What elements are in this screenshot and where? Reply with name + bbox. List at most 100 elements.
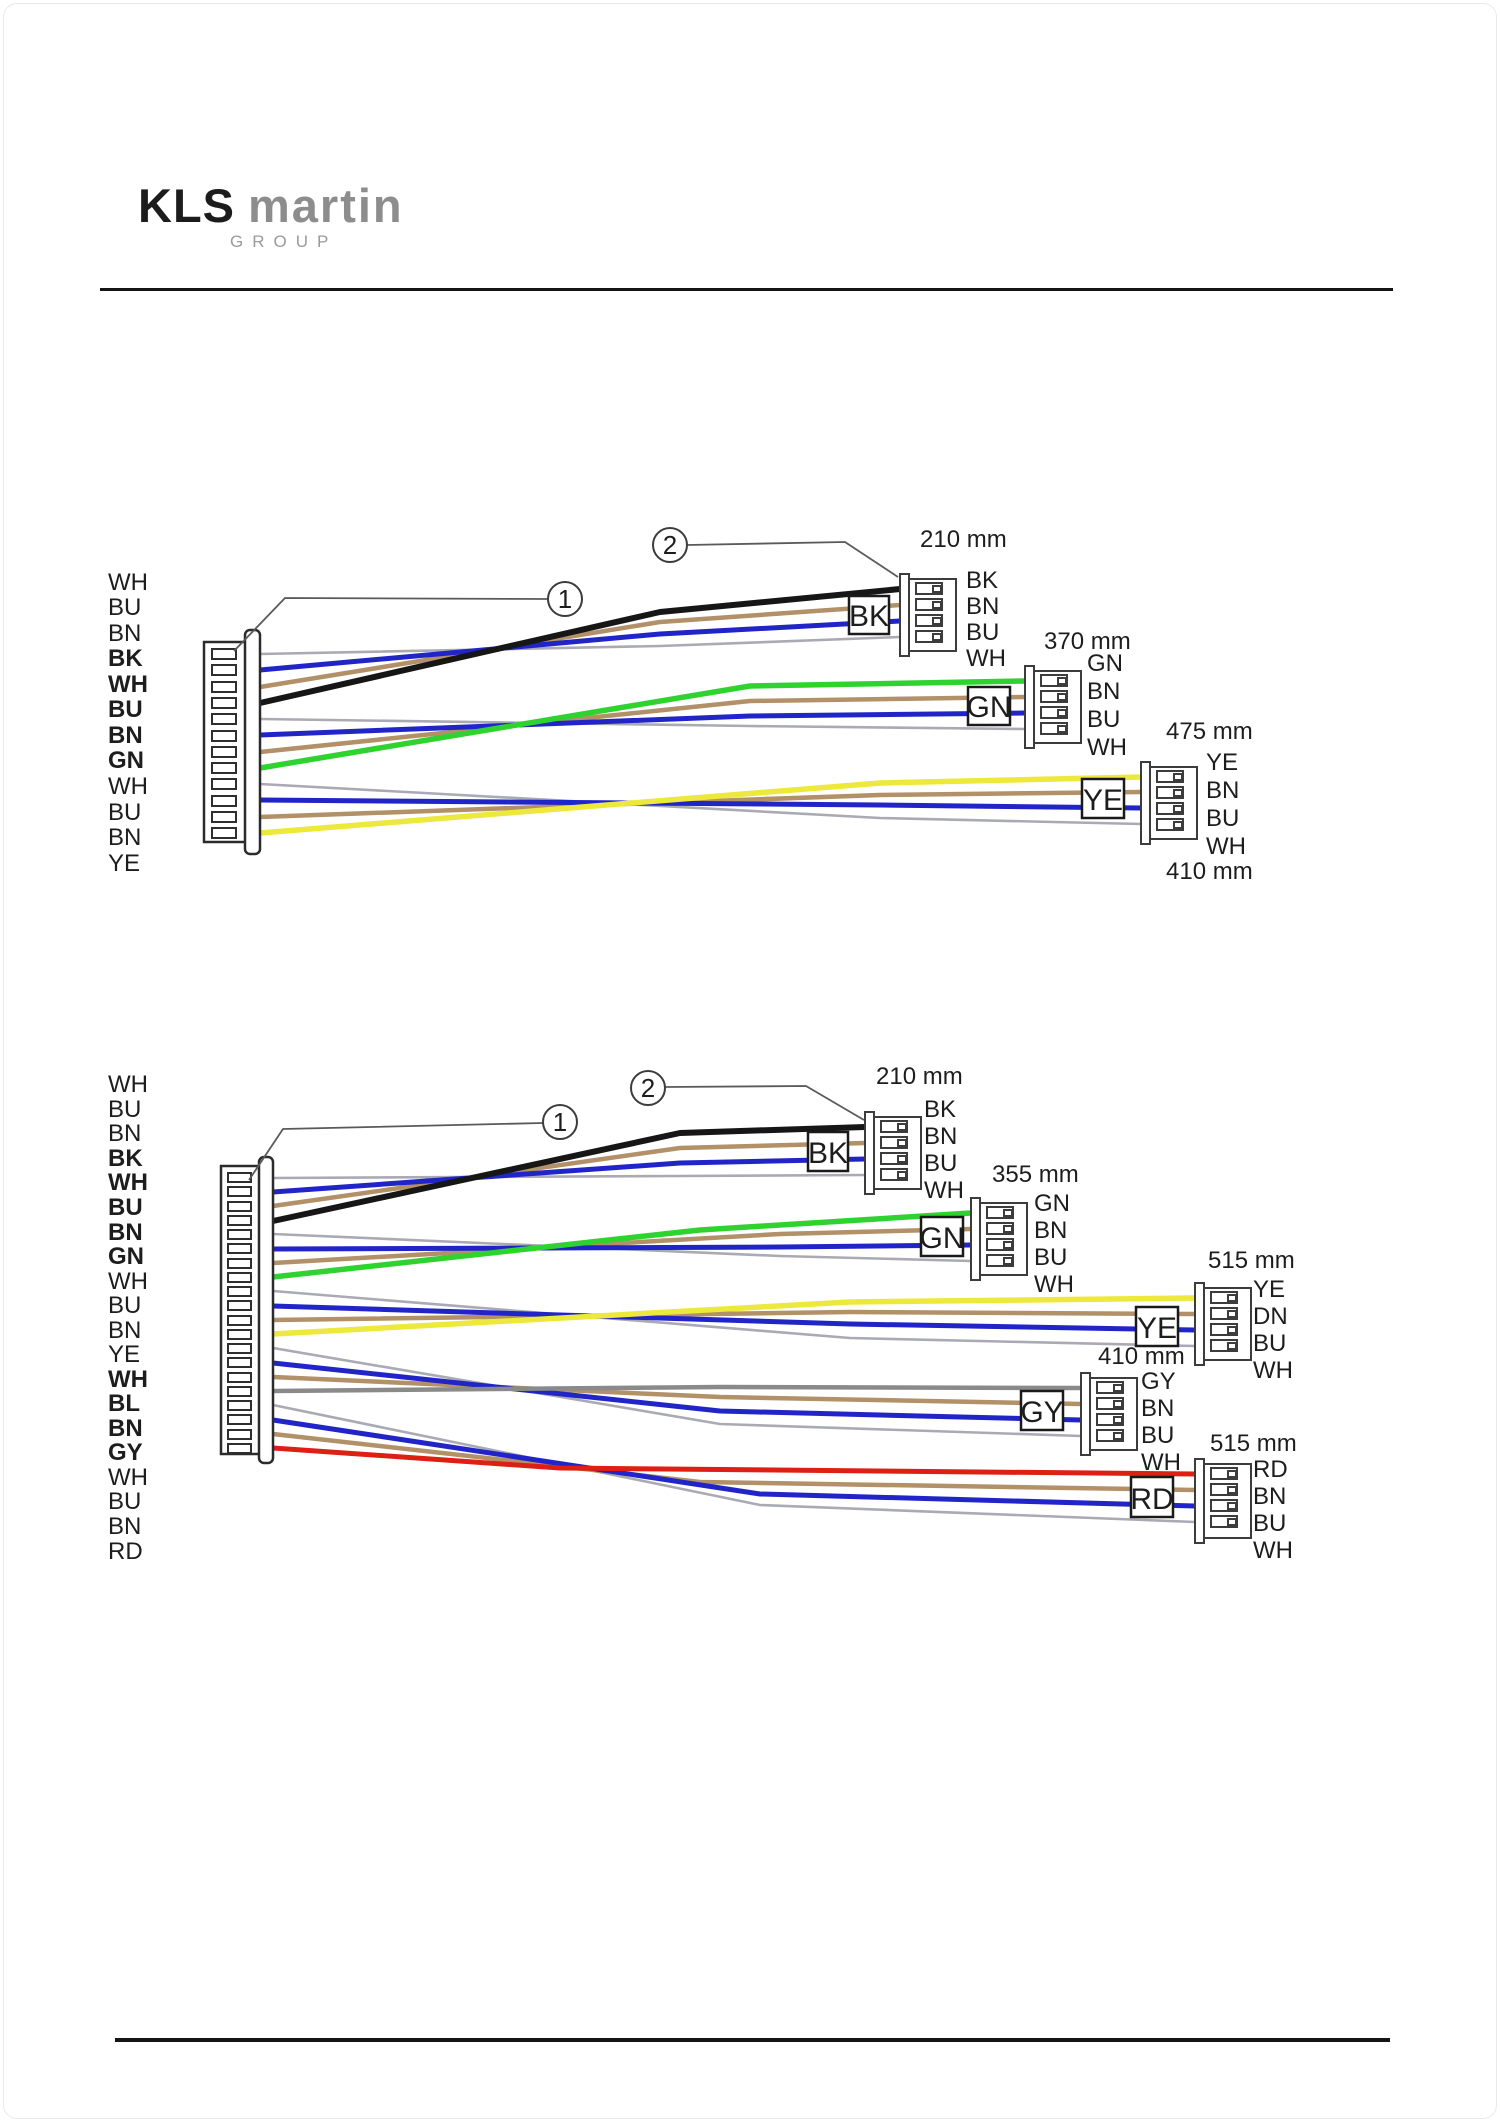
- pin-label: BN: [108, 620, 141, 647]
- pin-label: WH: [108, 569, 148, 596]
- callout-number: 1: [553, 1107, 567, 1137]
- logo-kls: KLS: [138, 179, 235, 232]
- connector-slots: [1210, 1467, 1238, 1528]
- callout-circle: [542, 1104, 578, 1140]
- callout-circle: [652, 527, 688, 563]
- wire-tag-box: [847, 594, 891, 636]
- wire-tag: YE: [1083, 784, 1123, 817]
- pin-label: BN: [1206, 777, 1239, 804]
- wire-blue: [270, 1303, 1198, 1333]
- cable-length: 410 mm: [1098, 1343, 1185, 1370]
- pin-label: BN: [108, 824, 141, 851]
- pin-label: BU: [1253, 1330, 1286, 1357]
- connector-flange: [1024, 665, 1035, 749]
- wire-tag-box: [806, 1130, 850, 1173]
- pin-label: BU: [1141, 1422, 1174, 1449]
- cable-length: 210 mm: [876, 1063, 963, 1090]
- callout-leader: [233, 597, 549, 652]
- connector-slots: [1040, 674, 1068, 735]
- connector-plate: [243, 628, 262, 856]
- pin-label: BN: [108, 722, 143, 749]
- branch-connector-ye: 475 mm 410 mm YE BN BU WH YE: [1080, 718, 1253, 885]
- wire-blue: [270, 1360, 1084, 1423]
- wire-white: [271, 1289, 1197, 1348]
- connector-flange: [899, 573, 910, 657]
- pin-label: GY: [1141, 1368, 1176, 1395]
- wire-brown: [270, 1226, 974, 1266]
- callout-number: 2: [663, 530, 677, 560]
- branch-connector-gn: 355 mm GN BN BU WH GN: [920, 1161, 1079, 1298]
- wire-tag: BK: [808, 1137, 848, 1170]
- connector-plate: [257, 1155, 275, 1465]
- footer-rule: [115, 2038, 1390, 2042]
- wire-white: [271, 1346, 1083, 1438]
- callout-1: 1: [248, 1104, 578, 1181]
- wire-blue: [270, 1417, 1198, 1509]
- wire-black: [257, 586, 903, 706]
- wire-blue: [270, 1156, 868, 1195]
- cable-length: 475 mm: [1166, 718, 1253, 745]
- connector-flange: [1194, 1282, 1205, 1366]
- callout-1: 1: [233, 581, 583, 652]
- pin-label: BN: [1253, 1483, 1286, 1510]
- connector-flange: [1194, 1458, 1205, 1544]
- branch-connector-rd: 515 mm RD BN BU WH RD: [1129, 1430, 1297, 1564]
- pin-label: BU: [966, 619, 999, 646]
- logo-martin: martin: [248, 179, 404, 232]
- pin-label: BU: [108, 594, 141, 621]
- pin-label: GN: [108, 1243, 144, 1270]
- pin-label: RD: [1253, 1456, 1288, 1483]
- cable-length: 515 mm: [1210, 1430, 1297, 1457]
- cable-length: 355 mm: [992, 1161, 1079, 1188]
- header-rule: [100, 288, 1393, 291]
- pin-label: BK: [108, 1145, 143, 1172]
- pin-label: BU: [1087, 706, 1120, 733]
- wire-tag-box: [1019, 1389, 1065, 1432]
- pin-label: WH: [1087, 734, 1127, 761]
- wire-white: [258, 782, 1143, 826]
- pin-label: BN: [1034, 1217, 1067, 1244]
- pin-label: BU: [108, 1096, 141, 1123]
- pin-label: WH: [924, 1177, 964, 1204]
- pin-label: BN: [108, 1513, 141, 1540]
- pin-label: BK: [966, 567, 998, 594]
- pin-label: YE: [108, 850, 140, 877]
- pin-label: WH: [1253, 1357, 1293, 1384]
- pin-label: WH: [108, 773, 148, 800]
- main-connector-pin-labels: WH BU BN BK WH BU BN GN WH BU BN YE WH B…: [108, 1071, 148, 1565]
- connector-slots: [986, 1206, 1014, 1267]
- pin-label: DN: [1253, 1303, 1288, 1330]
- callout-number: 2: [641, 1073, 655, 1103]
- cable-length: 515 mm: [1208, 1247, 1295, 1274]
- wire-white: [271, 1173, 867, 1180]
- wire-brown: [257, 789, 1144, 820]
- pin-label: BU: [108, 1292, 141, 1319]
- callout-circle: [547, 581, 583, 617]
- connector-slots: [1210, 1291, 1238, 1352]
- callout-leader: [664, 1085, 865, 1121]
- wire-bundle-ye: [270, 1289, 1198, 1348]
- wire-tag-box: [919, 1215, 965, 1258]
- wire-tag: GY: [1020, 1396, 1063, 1429]
- wire-bundle-ye: [257, 774, 1144, 836]
- pin-label: BN: [924, 1123, 957, 1150]
- connector-slots: [1156, 770, 1184, 831]
- diagram-bottom: WH BU BN BK WH BU BN GN WH BU BN YE WH B…: [108, 1063, 1297, 1565]
- pin-label: GY: [108, 1439, 143, 1466]
- pin-label: WH: [108, 671, 148, 698]
- wire-tag: GN: [967, 691, 1012, 724]
- wire-tag: BK: [849, 600, 889, 633]
- connector-slots: [915, 582, 943, 643]
- pin-label: BU: [108, 799, 141, 826]
- callout-leader: [248, 1122, 544, 1181]
- cable-length-below: 410 mm: [1166, 858, 1253, 885]
- pin-label: WH: [966, 645, 1006, 672]
- connector-flange: [970, 1197, 981, 1281]
- pin-label: GN: [1034, 1190, 1070, 1217]
- wire-bundle-bk: [270, 1124, 868, 1224]
- pin-label: BN: [966, 593, 999, 620]
- connector-pins: [227, 1172, 252, 1454]
- pin-label: GN: [1087, 650, 1123, 677]
- wire-tag: GN: [920, 1222, 965, 1255]
- pin-label: WH: [108, 1366, 148, 1393]
